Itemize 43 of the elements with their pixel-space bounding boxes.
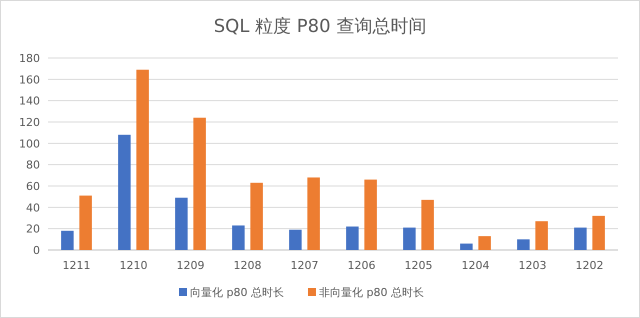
y-tick-label: 80: [26, 158, 40, 172]
y-tick-label: 20: [26, 222, 40, 236]
bar: [460, 244, 473, 250]
x-tick-label: 1202: [576, 259, 604, 272]
bar: [79, 196, 92, 250]
y-tick-label: 160: [19, 73, 40, 86]
bar: [346, 226, 359, 250]
x-tick-label: 1211: [62, 259, 90, 272]
x-tick-label: 1205: [404, 259, 432, 272]
y-tick-label: 120: [19, 116, 40, 129]
bar: [574, 228, 587, 250]
bar: [61, 230, 74, 250]
bar: [193, 118, 206, 250]
bar: [307, 177, 320, 250]
bar: [535, 221, 548, 250]
x-tick-label: 1208: [234, 259, 262, 272]
legend-label: 非向量化 p80 总时长: [318, 286, 424, 299]
y-tick-label: 0: [33, 244, 40, 257]
x-tick-label: 1206: [348, 259, 376, 272]
bar: [403, 228, 416, 250]
bar: [289, 230, 302, 250]
legend-label: 向量化 p80 总时长: [190, 286, 284, 299]
y-tick-label: 60: [26, 180, 40, 193]
bar: [250, 182, 263, 250]
bar: [517, 239, 530, 250]
bar: [175, 198, 188, 250]
x-tick-label: 1203: [518, 259, 546, 272]
x-tick-label: 1209: [176, 259, 204, 272]
x-tick-label: 1204: [462, 259, 490, 272]
chart-title: SQL 粒度 P80 查询总时间: [214, 16, 426, 37]
x-tick-label: 1207: [290, 259, 318, 272]
bar: [118, 134, 131, 250]
y-tick-label: 180: [19, 52, 40, 65]
bar: [592, 216, 605, 250]
y-tick-label: 40: [26, 201, 40, 214]
x-tick-label: 1210: [120, 259, 148, 272]
bar: [478, 236, 491, 250]
y-tick-label: 100: [19, 137, 40, 150]
bar: [136, 70, 149, 250]
bar: [421, 200, 434, 250]
bar: [232, 225, 245, 250]
y-tick-label: 140: [19, 94, 40, 108]
bar: [364, 180, 377, 250]
